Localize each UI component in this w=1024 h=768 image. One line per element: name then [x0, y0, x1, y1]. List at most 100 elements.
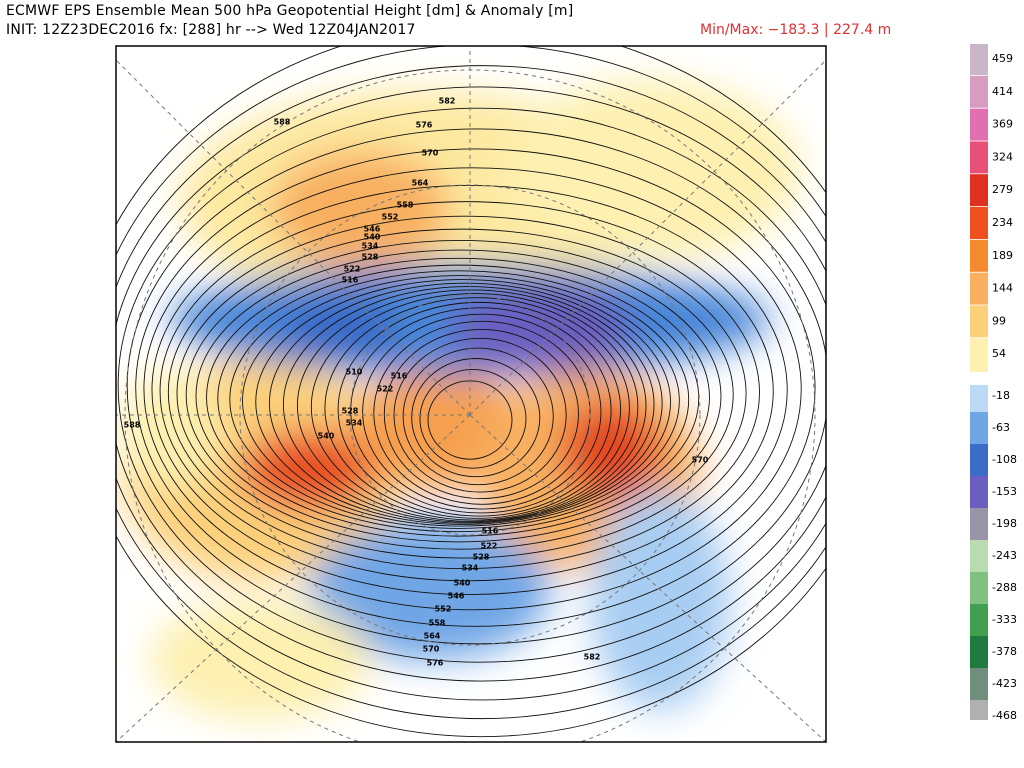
colorbar-label: 144 — [992, 282, 1013, 295]
contour-label: 516 — [342, 276, 359, 285]
colorbar-label: -378 — [992, 645, 1017, 658]
contour — [282, 286, 655, 523]
contour — [324, 297, 630, 519]
contour-label: 546 — [448, 592, 465, 601]
contour — [217, 264, 700, 533]
contour-label: 522 — [344, 265, 361, 274]
contour-label: 582 — [584, 653, 601, 662]
contour-label: 588 — [124, 421, 141, 430]
contour-label: 552 — [435, 605, 452, 614]
colorbar-swatch — [970, 385, 988, 412]
contour — [126, 128, 826, 645]
colorbar-label: 369 — [992, 118, 1013, 131]
colorbar-swatch — [970, 272, 988, 305]
contour-label: 540 — [454, 579, 471, 588]
contour-label: 510 — [346, 368, 363, 377]
graticule — [116, 46, 826, 742]
min-max: Min/Max: −183.3 | 227.4 m — [700, 22, 892, 38]
colorbar-swatch — [970, 636, 988, 668]
contour — [116, 65, 826, 701]
colorbar-label: -198 — [992, 517, 1017, 530]
colorbar-swatch — [970, 444, 988, 476]
colorbar-label: 414 — [992, 85, 1013, 98]
contour — [383, 328, 579, 500]
contour — [350, 307, 612, 514]
contour-label: 528 — [342, 407, 359, 416]
colorbar-label: 189 — [992, 249, 1013, 262]
colorbar-label: 54 — [992, 347, 1006, 360]
colorbar-swatch — [970, 207, 988, 239]
contour — [296, 289, 647, 522]
colorbar-swatch — [970, 338, 988, 372]
colorbar-label: -468 — [992, 709, 1017, 722]
contour-label: 588 — [274, 118, 291, 127]
colorbar-label: 324 — [992, 150, 1013, 163]
contour — [176, 228, 747, 559]
contour — [373, 320, 591, 505]
contour-label: 540 — [364, 233, 381, 242]
contour-label: 540 — [318, 432, 335, 441]
contour — [362, 313, 602, 510]
anomaly-shading — [120, 80, 800, 720]
contour — [143, 167, 802, 611]
height-contours — [116, 46, 826, 737]
colorbar-swatch — [970, 572, 988, 604]
colorbar-label: 459 — [992, 52, 1013, 65]
contour-label: 528 — [473, 553, 490, 562]
contour — [229, 270, 690, 529]
colorbar-label: -63 — [992, 421, 1010, 434]
contour-label: 534 — [346, 419, 363, 428]
contour — [393, 337, 567, 493]
contour-label: 582 — [439, 97, 456, 106]
colorbar-swatch — [970, 604, 988, 636]
contour — [116, 46, 826, 719]
map-frame — [115, 45, 827, 743]
contour — [195, 249, 722, 543]
colorbar-swatch — [970, 540, 988, 572]
contour — [206, 257, 710, 537]
contour — [159, 201, 774, 582]
map-field — [116, 46, 826, 742]
contour-label: 528 — [362, 253, 379, 262]
colorbar-swatch — [970, 700, 988, 720]
contour — [402, 347, 554, 486]
colorbar-label: -333 — [992, 613, 1017, 626]
colorbar-swatch — [970, 412, 988, 444]
colorbar-swatch — [970, 508, 988, 540]
contour-label: 558 — [429, 619, 446, 628]
contour — [167, 215, 760, 570]
colorbar-swatch — [970, 668, 988, 700]
colorbar-label: -288 — [992, 581, 1017, 594]
contour — [268, 282, 663, 524]
contour-label: 564 — [412, 179, 429, 188]
contour-label: 546 — [364, 225, 381, 234]
colorbar-swatch — [970, 75, 988, 108]
contour-label: 570 — [422, 149, 439, 158]
colorbar-swatch — [970, 44, 988, 75]
contour — [411, 358, 541, 478]
contour-label: 516 — [482, 527, 499, 536]
colorbar-swatch — [970, 141, 988, 174]
contour — [419, 368, 527, 469]
contour — [117, 107, 826, 663]
colorbar-swatch — [970, 305, 988, 338]
contour — [310, 293, 639, 521]
colorbar: 459 414 369 324 279 234 189 144 99 54 -18 -63 -108 -1… — [970, 44, 1017, 722]
contour-label: 534 — [362, 242, 379, 251]
contour — [116, 86, 826, 682]
contour-label: 516 — [391, 372, 408, 381]
colorbar-swatch — [970, 239, 988, 272]
contour — [337, 301, 622, 517]
contour-label: 552 — [382, 213, 399, 222]
colorbar-label: 234 — [992, 216, 1013, 229]
title: ECMWF EPS Ensemble Mean 500 hPa Geopoten… — [6, 3, 574, 19]
colorbar-swatch — [970, 174, 988, 207]
contour — [185, 239, 734, 550]
colorbar-label: -243 — [992, 549, 1017, 562]
colorbar-label: 279 — [992, 183, 1013, 196]
colorbar-swatch — [970, 476, 988, 508]
contour-label: 564 — [424, 632, 441, 641]
contour — [135, 148, 816, 627]
